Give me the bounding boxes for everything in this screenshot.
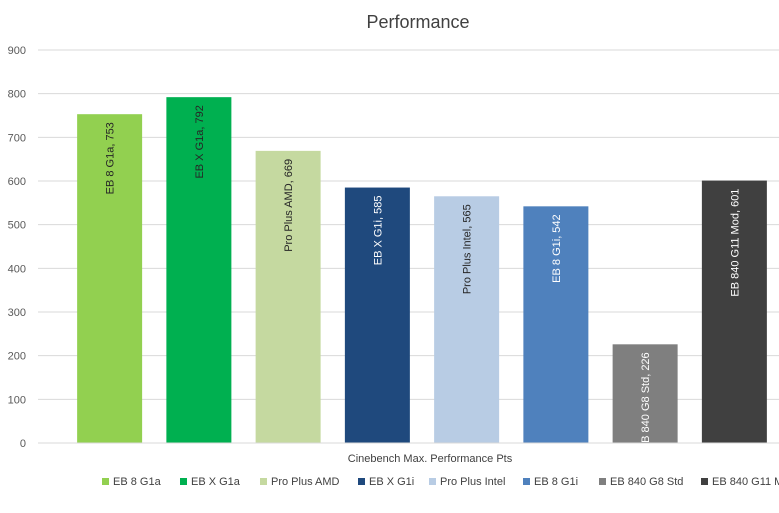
bar-data-label: EB X G1i, 585 [372,196,384,266]
y-tick-label: 0 [20,438,26,450]
bar-eb-x-g1i [344,187,410,443]
legend-entry: EB X G1i [369,476,414,488]
bar-labels: EB 8 G1a, 753 EB X G1a, 792 Pro Plus AMD, … [105,105,742,450]
bar-eb-x-g1a [166,97,232,443]
legend-entry: EB X G1a [191,476,241,488]
legend-entry: Pro Plus Intel [440,476,505,488]
y-tick-label: 500 [8,220,26,232]
legend-swatch [599,478,606,485]
legend-entry: Pro Plus AMD [271,476,340,488]
legend-entry: EB 8 G1i [534,476,578,488]
legend-entry: EB 840 G11 Mod [712,476,779,488]
y-tick-label: 800 [8,89,26,101]
legend-swatch [180,478,187,485]
bar-pro-plus-intel [434,196,500,443]
legend-swatch [701,478,708,485]
legend-swatch [358,478,365,485]
bar-pro-plus-amd [255,150,321,443]
bar-data-label: Pro Plus Intel, 565 [462,204,474,294]
y-tick-label: 700 [8,132,26,144]
x-axis-label: Cinebench Max. Performance Pts [348,453,513,465]
bar-data-label: EB 8 G1i, 542 [551,214,563,283]
y-tick-label: 600 [8,176,26,188]
bar-data-label: EB X G1a, 792 [194,105,206,178]
bar-data-label: EB 8 G1a, 753 [105,122,117,194]
legend-entry: EB 8 G1a [113,476,162,488]
legend-entry: EB 840 G8 Std [610,476,683,488]
y-tick-label: 400 [8,263,26,275]
bar-eb-840-g8-std [612,344,678,443]
y-axis-ticks: 0 100 200 300 400 500 600 700 800 900 [8,45,26,450]
bar-eb-840-g11-mod [701,180,767,443]
legend-swatch [429,478,436,485]
legend: EB 8 G1a EB X G1a Pro Plus AMD EB X G1i Pro … [102,476,779,488]
y-tick-label: 900 [8,45,26,57]
legend-swatch [523,478,530,485]
y-tick-label: 200 [8,351,26,363]
y-tick-label: 100 [8,394,26,406]
bar-data-label: EB 840 G8 Std, 226 [640,352,652,450]
y-tick-label: 300 [8,307,26,319]
chart-title: Performance [366,12,469,32]
bar-data-label: Pro Plus AMD, 669 [283,159,295,252]
bar-eb-8-g1a [77,114,143,443]
legend-swatch [260,478,267,485]
legend-swatch [102,478,109,485]
bar-eb-8-g1i [523,206,589,443]
bars [77,97,767,443]
bar-data-label: EB 840 G11 Mod, 601 [729,189,741,297]
